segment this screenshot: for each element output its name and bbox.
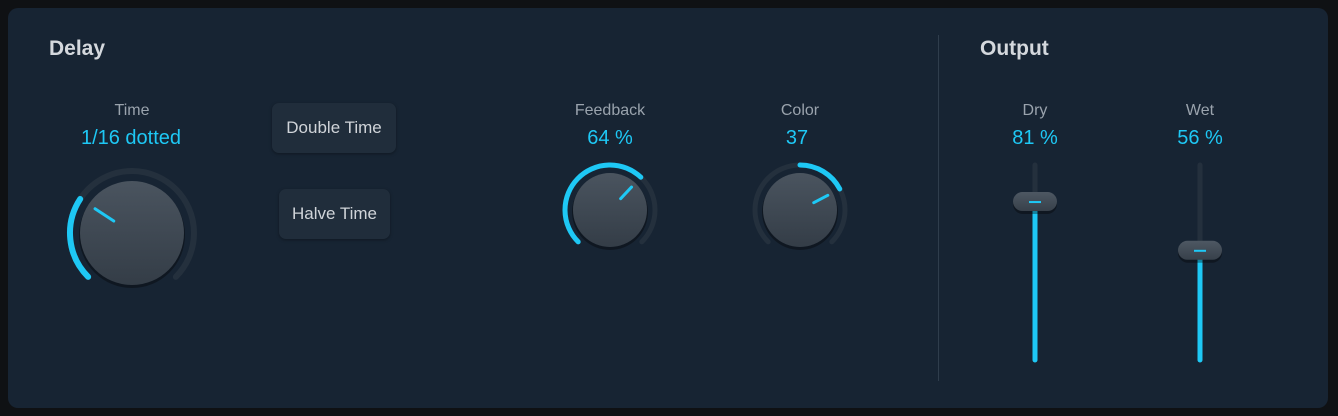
color-knob[interactable]	[752, 162, 848, 250]
time-label: Time	[114, 102, 150, 119]
halve-time-button[interactable]: Halve Time	[279, 189, 390, 239]
feedback-label: Feedback	[574, 102, 646, 119]
knob-pointer	[812, 193, 830, 205]
wet-slider[interactable]	[1178, 162, 1222, 363]
feedback-value[interactable]: 64 %	[587, 127, 633, 149]
knob-body	[80, 181, 184, 285]
double-time-button[interactable]: Double Time	[272, 103, 396, 153]
knob-body	[573, 173, 647, 247]
time-value[interactable]: 1/16 dotted	[80, 127, 182, 149]
wet-value[interactable]: 56 %	[1177, 127, 1223, 149]
dry-slider[interactable]	[1013, 162, 1057, 363]
knob-value-arc	[67, 195, 92, 280]
knob-value-arc	[562, 162, 644, 245]
time-knob[interactable]	[67, 168, 197, 288]
wet-label: Wet	[1185, 102, 1215, 119]
knob-pointer	[93, 207, 116, 223]
output-section-title: Output	[980, 37, 1049, 60]
delay-section-title: Delay	[49, 37, 106, 60]
delay-plugin-panel	[8, 8, 1328, 408]
knob-value-arc	[797, 162, 843, 192]
feedback-knob[interactable]	[562, 162, 658, 250]
knob-body	[763, 173, 837, 247]
dry-label: Dry	[1022, 102, 1048, 119]
color-label: Color	[780, 102, 820, 119]
color-value[interactable]: 37	[785, 127, 809, 149]
dry-value[interactable]: 81 %	[1012, 127, 1058, 149]
knob-pointer	[619, 185, 634, 201]
section-divider	[938, 35, 939, 381]
